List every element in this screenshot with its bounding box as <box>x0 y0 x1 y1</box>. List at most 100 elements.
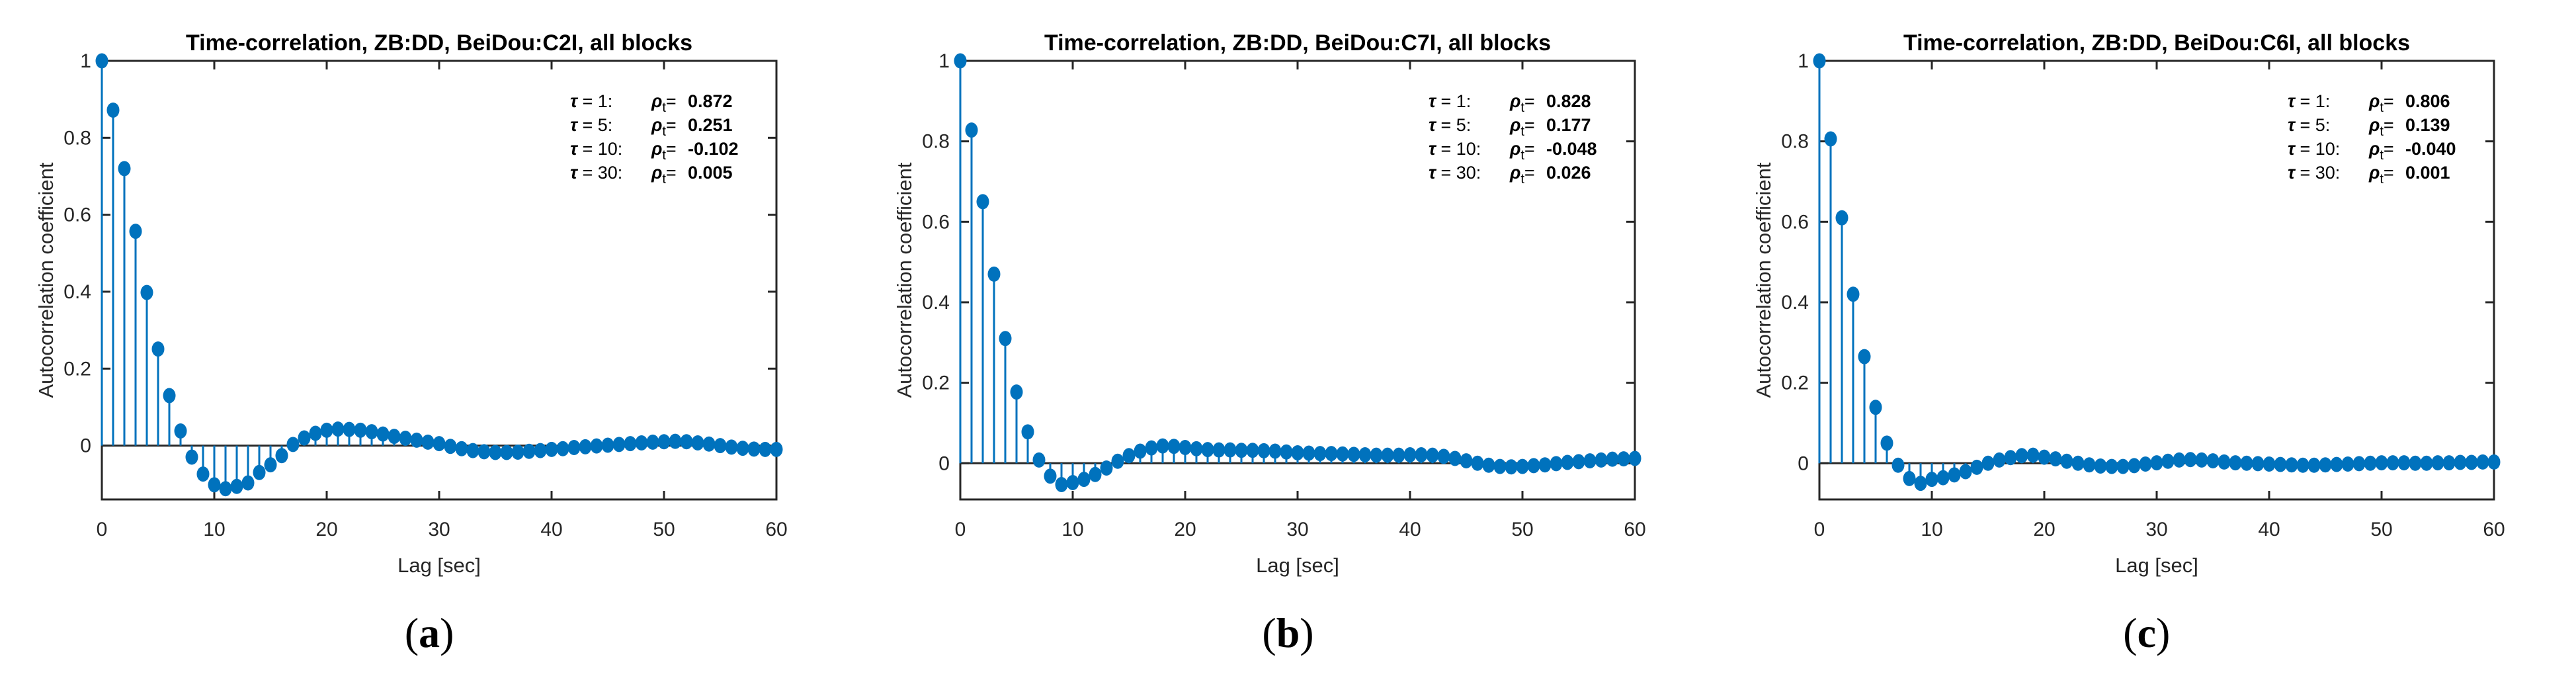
y-axis-ticks: 0 0.2 0.4 0.6 0.8 1 <box>1781 50 2494 474</box>
stem-marker <box>1538 457 1552 473</box>
autocorrelation-chart-a: Time-correlation, ZB:DD, BeiDou:C2I, all… <box>34 30 788 577</box>
stem-marker <box>1077 472 1091 488</box>
stem-marker <box>1437 449 1450 464</box>
annotation-tau: τ = 30: <box>2288 163 2340 183</box>
stem-markers <box>954 53 1641 492</box>
y-axis-label: Autocorrelation coefficient <box>34 162 58 398</box>
x-tick-label: 60 <box>1624 519 1646 540</box>
stem-marker <box>646 434 659 450</box>
stem-marker <box>2139 456 2152 472</box>
stem-marker <box>2307 457 2321 473</box>
annotation-value: 0.806 <box>2405 91 2450 111</box>
y-tick-label: 0.6 <box>923 211 950 233</box>
stem-markers <box>1813 53 2501 492</box>
stem-marker <box>691 435 704 451</box>
x-tick-label: 10 <box>203 519 225 540</box>
stem-marker <box>1617 451 1630 467</box>
stem-marker <box>612 437 626 452</box>
stem-marker <box>545 441 558 457</box>
stem-marker <box>2094 458 2107 474</box>
annotation-value: 0.026 <box>1546 163 1591 183</box>
stem-marker <box>965 122 978 138</box>
annotation-tau: τ = 10: <box>570 139 622 159</box>
stem-marker <box>444 439 457 454</box>
stem-marker <box>759 441 772 457</box>
stem-marker <box>489 445 502 460</box>
stem-marker <box>2476 454 2489 470</box>
stem-marker <box>1134 443 1147 459</box>
stem-marker <box>1403 447 1417 462</box>
stem-marker <box>331 421 345 437</box>
stem-marker <box>680 434 693 450</box>
stem-marker <box>1313 446 1327 462</box>
stem-marker <box>151 341 165 357</box>
stem-marker <box>421 434 435 450</box>
y-tick-label: 0.2 <box>1781 372 1809 394</box>
annotation-value: 0.001 <box>2405 163 2450 183</box>
y-tick-label: 0.6 <box>63 204 91 226</box>
stem-marker <box>1201 442 1214 458</box>
annotation-block: τ = 1: ρt= 0.828 τ = 5: ρt= 0.177 τ = 10: ρt= -0… <box>1429 91 1597 187</box>
stem-marker <box>770 441 783 457</box>
chart-title: Time-correlation, ZB:DD, BeiDou:C2I, all… <box>186 30 692 56</box>
stem-marker <box>140 284 153 300</box>
stem-marker <box>2386 455 2399 471</box>
stem-marker <box>2397 455 2411 471</box>
stem-marker <box>365 424 378 440</box>
y-tick-label: 0.4 <box>1781 292 1809 314</box>
panel-caption-b: (b) <box>858 612 1717 654</box>
stem-marker <box>556 441 569 456</box>
stem-marker <box>433 436 446 452</box>
stem-marker <box>2274 456 2287 472</box>
stem-marker <box>1347 447 1360 462</box>
stem-marker <box>1847 286 1860 302</box>
stem-marker <box>1914 476 1927 492</box>
x-tick-label: 0 <box>1813 519 1825 540</box>
stem-marker <box>320 422 333 438</box>
stem-marker <box>1993 452 2006 468</box>
stem-marker <box>343 421 356 437</box>
stem-marker <box>1891 457 1905 473</box>
annotation-rho: ρt= <box>1509 115 1535 139</box>
stem-marker <box>1925 472 1938 488</box>
stem-marker <box>241 475 255 491</box>
stem-marker <box>2195 452 2208 468</box>
stem-marker <box>2431 455 2444 471</box>
stem-marker <box>2105 458 2118 474</box>
x-axis-ticks: 0 10 20 30 40 50 60 <box>97 61 788 540</box>
x-tick-label: 40 <box>540 519 562 540</box>
stem-marker <box>579 439 592 454</box>
stem-marker <box>534 443 547 458</box>
stem-marker <box>2206 453 2220 469</box>
stem-marker <box>1010 384 1023 400</box>
stem-marker <box>1021 424 1034 440</box>
stem-marker <box>2004 450 2017 466</box>
stem-marker <box>1044 468 1057 484</box>
annotation-tau: τ = 1: <box>2288 91 2330 111</box>
annotation-rho: ρt= <box>2368 139 2394 163</box>
stem-marker <box>2128 458 2141 474</box>
caption-paren: ) <box>440 609 454 656</box>
stem-marker <box>1235 443 1248 458</box>
autocorrelation-chart-b: Time-correlation, ZB:DD, BeiDou:C7I, all… <box>893 30 1646 577</box>
stem-marker <box>1880 435 1893 451</box>
caption-letter: c <box>2137 609 2157 656</box>
stem-marker <box>1156 438 1169 454</box>
stem-marker <box>2296 457 2309 473</box>
stem-marker <box>1936 470 1950 486</box>
stem-marker <box>2071 455 2085 471</box>
y-tick-label: 0.2 <box>63 358 91 380</box>
annotation-tau: τ = 10: <box>2288 139 2340 159</box>
stem-marker <box>1302 445 1315 461</box>
stem-marker <box>1212 442 1226 458</box>
x-tick-label: 30 <box>428 519 450 540</box>
caption-paren: ( <box>404 609 419 656</box>
caption-letter: b <box>1276 609 1300 656</box>
stem-marker <box>185 449 198 465</box>
annotation-rho: ρt= <box>1509 91 1535 115</box>
stem-marker <box>1246 443 1259 458</box>
stem-marker <box>1970 459 1983 475</box>
stem-marker <box>2015 448 2028 464</box>
annotation-tau: τ = 10: <box>1429 139 1481 159</box>
annotation-tau: τ = 5: <box>2288 115 2330 135</box>
